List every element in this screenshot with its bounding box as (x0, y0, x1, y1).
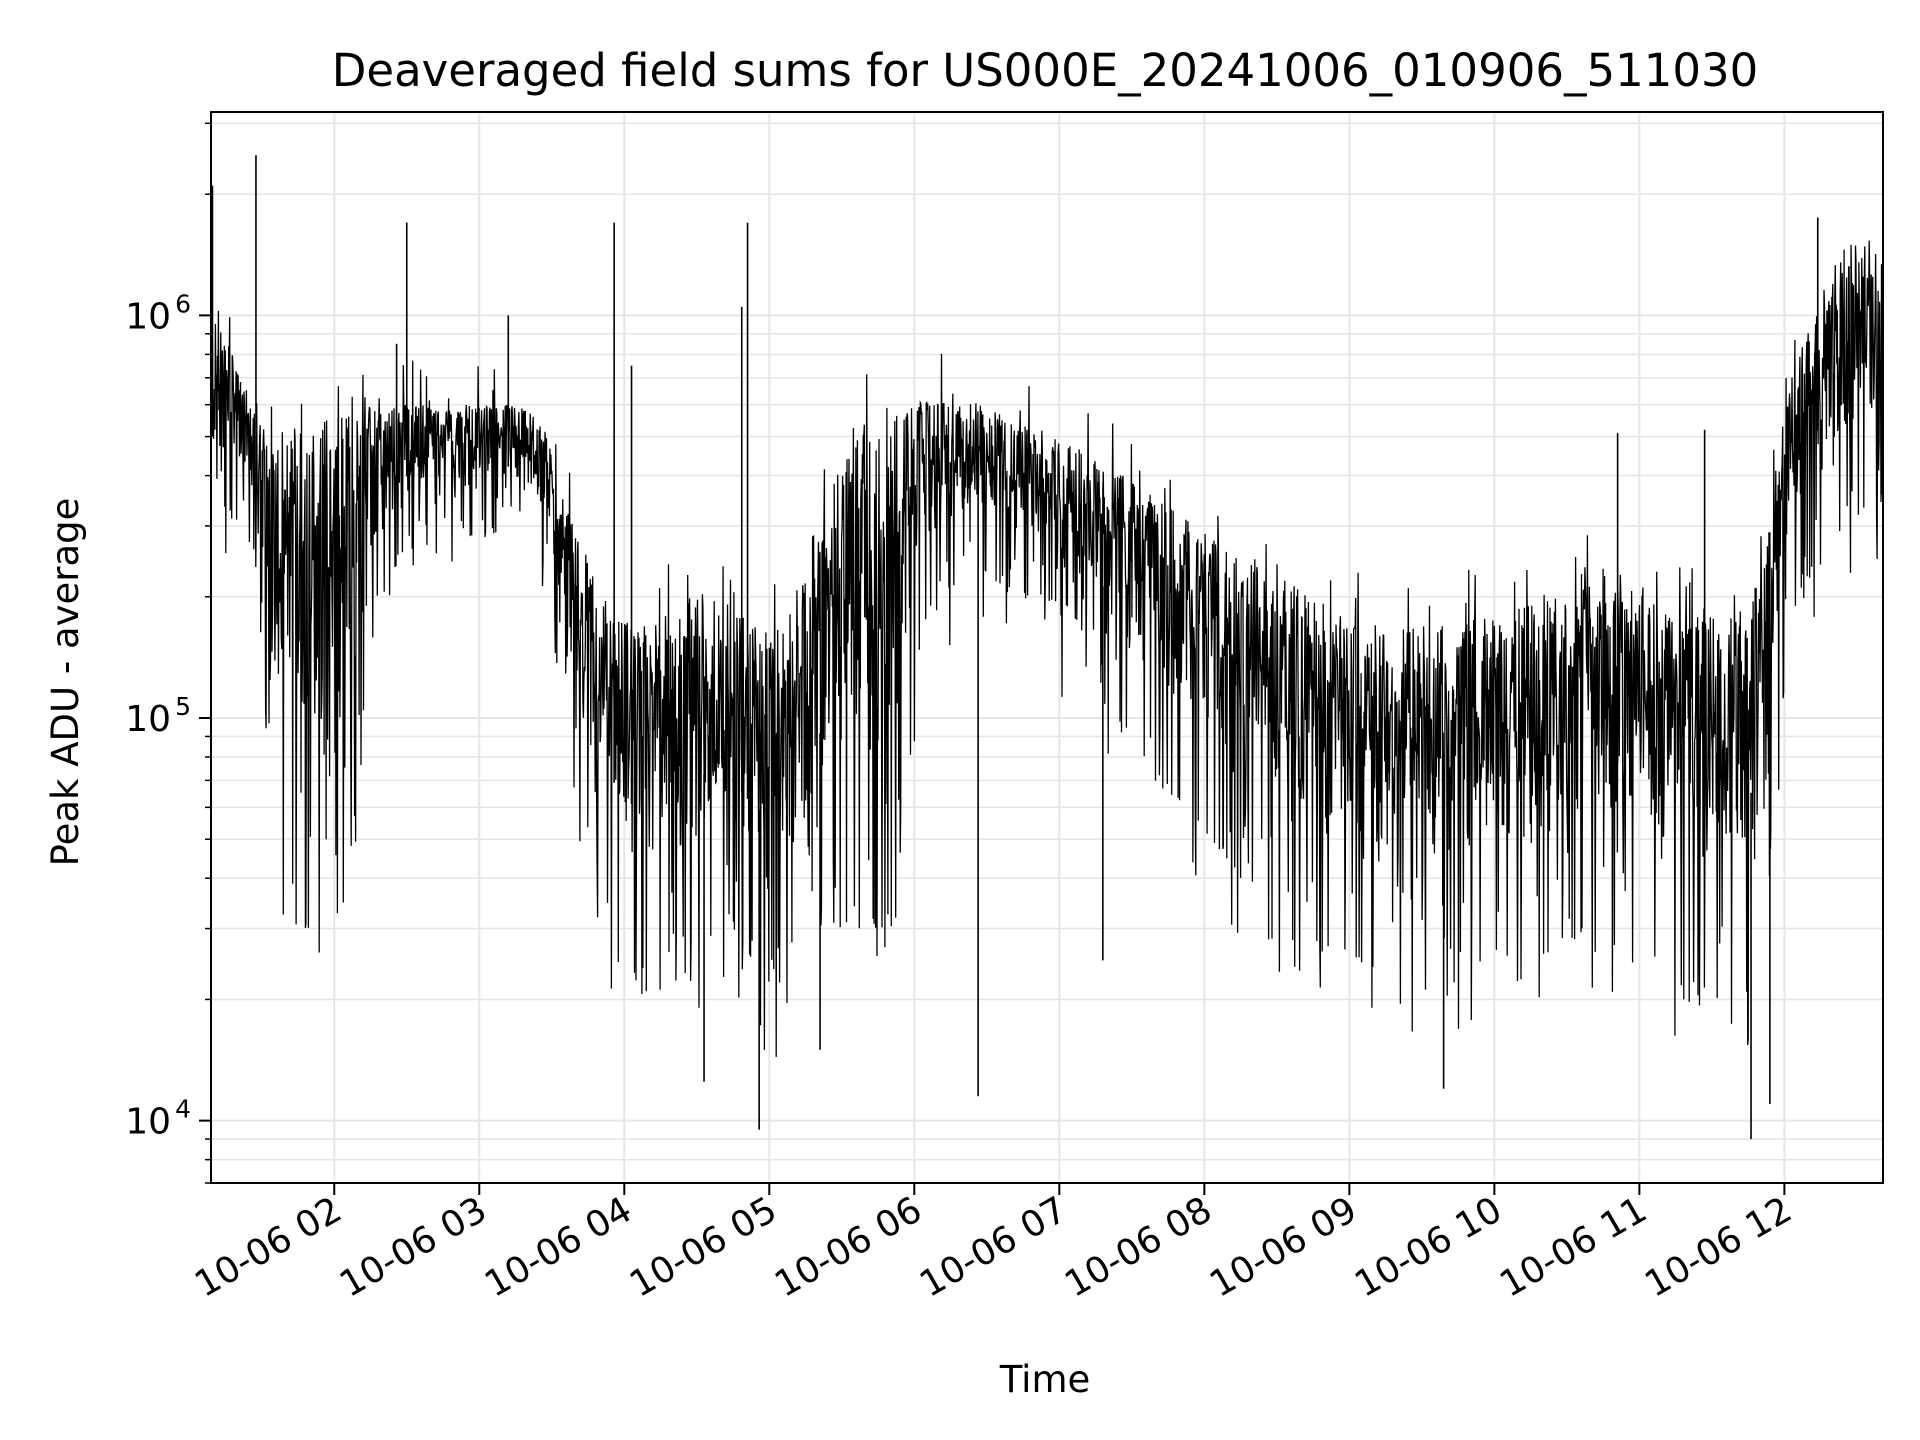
y-tick-label: 10 (125, 1102, 171, 1143)
x-axis-label: Time (999, 1358, 1091, 1401)
y-tick-exponent: 5 (175, 692, 191, 721)
y-tick-label: 10 (125, 699, 171, 740)
chart-title: Deaveraged field sums for US000E_2024100… (332, 44, 1759, 97)
plot-frame (210, 111, 1884, 1184)
series-line (211, 240, 1883, 1057)
y-tick-label: 10 (125, 296, 171, 337)
y-tick-exponent: 4 (175, 1095, 191, 1124)
data-series (211, 155, 1883, 1140)
y-tick-exponent: 6 (175, 289, 191, 318)
y-axis-label: Peak ADU - average (44, 498, 87, 867)
